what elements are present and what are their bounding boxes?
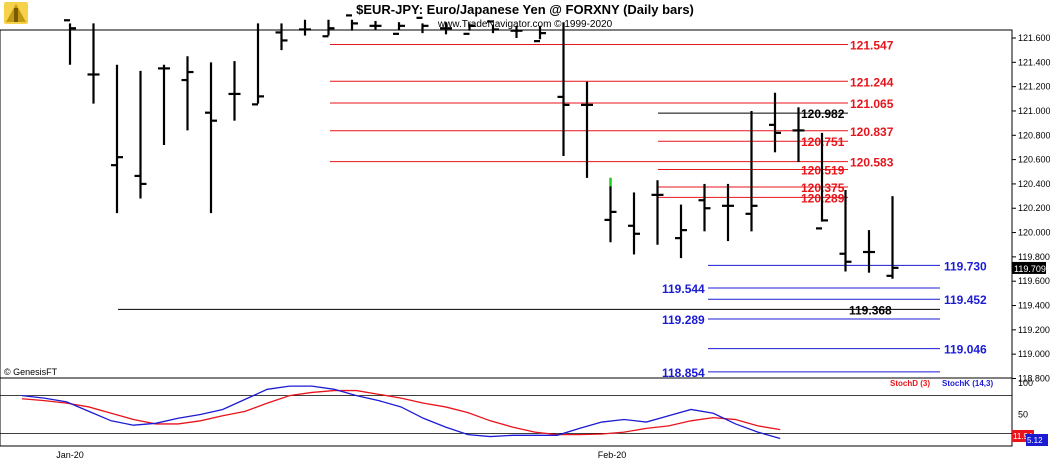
y-tick-label: 119.200 [1018,325,1050,335]
level-label: 119.046 [944,343,987,357]
level-label: 119.289 [662,313,705,327]
stoch-end-label: 5.12 [1027,436,1043,445]
level-label: 121.244 [850,75,894,89]
stoch-end-tag [1026,434,1048,446]
stochastic-lines: 100 50 StochD (3) StochK (14,3) 11.945.12 [0,378,1048,446]
logo-icon [4,2,28,24]
y-tick-label: 120.800 [1018,130,1050,140]
y-tick-label: 120.400 [1018,179,1050,189]
stochastic-panel [0,377,1013,447]
y-tick-label: 121.200 [1018,82,1050,92]
level-label: 120.982 [801,107,845,121]
y-tick-label: 121.000 [1018,106,1050,116]
level-label: 119.452 [944,293,987,307]
genesis-watermark: © GenesisFT [4,367,58,377]
x-tick-feb: Feb-20 [598,450,627,460]
level-label: 121.065 [850,97,894,111]
y-tick-label: 120.600 [1018,155,1050,165]
y-tick-label: 118.800 [1018,373,1050,383]
price-axis: 121.600 121.400 121.200 121.000 120.800 120.6… [1012,33,1050,383]
chart-title: $EUR-JPY: Euro/Japanese Yen @ FORXNY (Da… [356,2,694,17]
last-price-label: 119.709 [1014,264,1046,274]
y-tick-label: 119.000 [1018,349,1050,359]
y-tick-label: 121.600 [1018,33,1050,43]
level-label: 121.547 [850,38,894,52]
level-label: 119.730 [944,259,987,273]
y-tick-label: 119.800 [1018,252,1050,262]
stoch-end-label: 11.94 [1013,432,1033,441]
stoch-series-line [21,389,781,436]
level-label: 119.368 [849,303,892,317]
y-tick-label: 121.400 [1018,57,1050,67]
stoch-legend-label: StochD (3) [890,379,930,388]
stoch-tick-label: 100 [1018,378,1033,388]
x-tick-jan: Jan-20 [56,450,84,460]
level-label: 118.854 [662,366,705,380]
level-lines: 121.547121.244121.065120.982120.837120.7… [118,38,987,380]
last-price-tag [1012,261,1046,274]
level-label: 119.544 [662,282,705,296]
stoch-series-line [21,385,781,440]
level-label: 120.583 [850,156,894,170]
stoch-tick-label: 50 [1018,410,1028,420]
stoch-legend-label: StochK (14,3) [942,379,993,388]
y-tick-label: 119.400 [1018,301,1050,311]
y-tick-label: 119.600 [1018,276,1050,286]
price-bars: 119.709 [64,14,1046,279]
y-tick-label: 120.200 [1018,203,1050,213]
price-panel [0,29,1013,379]
chart-subtitle: www.TradeNavigator.com © 1999-2020 [437,19,613,30]
y-tick-label: 120.000 [1018,228,1050,238]
level-label: 120.837 [850,125,894,139]
